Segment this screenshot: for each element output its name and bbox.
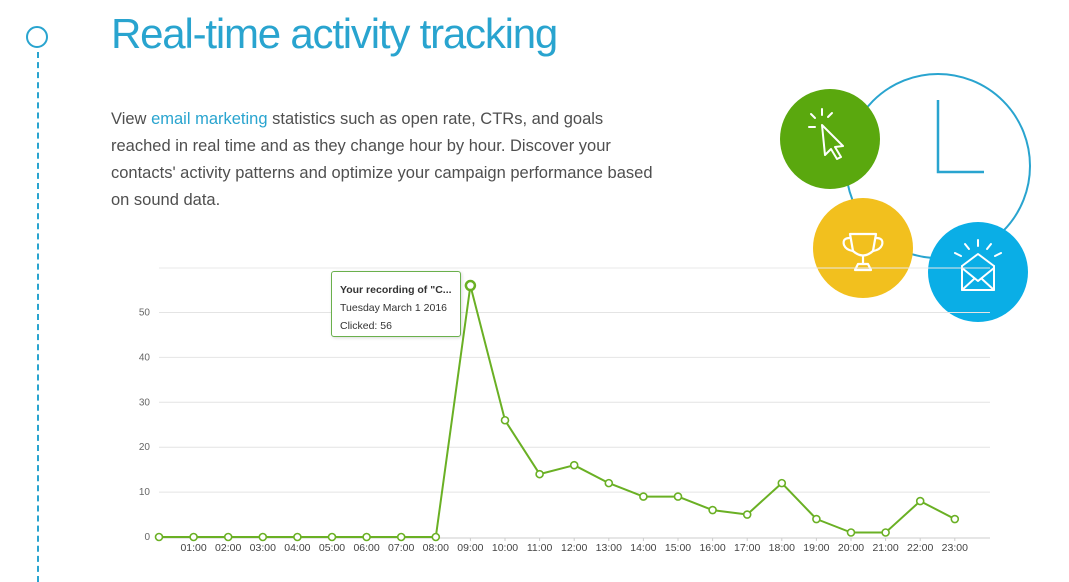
data-point: [742, 510, 752, 519]
x-tick-label: 22:00: [907, 542, 933, 554]
data-point: [293, 532, 302, 542]
x-tick-label: 08:00: [423, 542, 449, 554]
x-tick-label: 20:00: [838, 542, 864, 554]
x-tick-label: 21:00: [872, 542, 898, 554]
tooltip-value: Clicked: 56: [340, 320, 392, 332]
y-tick-label: 0: [144, 532, 150, 543]
data-point: [777, 478, 787, 488]
x-tick-label: 07:00: [388, 542, 414, 554]
x-tick-label: 05:00: [319, 542, 345, 554]
data-point: [154, 532, 164, 542]
x-tick-label: 04:00: [284, 542, 310, 554]
data-point: [464, 279, 477, 292]
y-tick-label: 50: [139, 308, 151, 319]
x-tick-label: 03:00: [250, 542, 276, 554]
description-text-end: statistics such as open rate, CTRs, and …: [111, 110, 653, 209]
data-point: [431, 532, 441, 542]
y-tick-label: 40: [139, 352, 151, 363]
data-point: [258, 532, 268, 542]
section-title: Real-time activity tracking: [111, 10, 558, 57]
x-tick-label: 11:00: [527, 542, 553, 554]
tooltip-title: Your recording of "C...: [340, 284, 452, 296]
timeline-dashed-line: [37, 52, 39, 582]
x-tick-label: 02:00: [215, 542, 241, 554]
x-tick-label: 16:00: [699, 542, 725, 554]
x-tick-label: 23:00: [942, 542, 968, 554]
y-tick-label: 20: [139, 442, 151, 453]
data-point: [812, 514, 821, 524]
series-line: [159, 284, 956, 538]
chart-tooltip: Your recording of "C... Tuesday March 1 …: [331, 271, 461, 337]
data-point: [915, 496, 925, 506]
x-tick-label: 12:00: [561, 542, 587, 554]
x-tick-label: 09:00: [457, 542, 483, 554]
description-text-start: View: [111, 110, 152, 128]
section-description: View email marketing statistics such as …: [111, 106, 656, 214]
data-point: [535, 469, 544, 479]
data-point: [223, 532, 233, 542]
data-point: [639, 492, 648, 501]
timeline-marker: [26, 26, 48, 48]
y-tick-label: 10: [139, 487, 151, 498]
data-point: [950, 514, 960, 524]
x-tick-label: 01:00: [180, 542, 206, 554]
data-point: [604, 478, 614, 488]
data-point: [500, 415, 510, 425]
x-tick-label: 18:00: [769, 542, 795, 554]
x-tick-label: 10:00: [492, 542, 518, 554]
x-tick-label: 13:00: [596, 542, 622, 554]
x-tick-label: 15:00: [665, 542, 691, 554]
x-tick-label: 19:00: [803, 542, 829, 554]
x-tick-label: 06:00: [353, 542, 379, 554]
data-point: [396, 532, 406, 542]
data-point: [673, 492, 683, 501]
data-point: [327, 532, 337, 542]
data-point: [846, 528, 856, 537]
data-point: [189, 532, 198, 542]
x-tick-label: 14:00: [630, 542, 656, 554]
data-point: [569, 460, 579, 470]
x-tick-label: 17:00: [734, 542, 760, 554]
data-point: [362, 532, 371, 542]
data-point: [881, 528, 890, 537]
tooltip-date: Tuesday March 1 2016: [340, 302, 448, 314]
y-tick-label: 30: [139, 397, 151, 408]
data-point: [708, 505, 717, 515]
email-marketing-link[interactable]: email marketing: [151, 110, 268, 128]
